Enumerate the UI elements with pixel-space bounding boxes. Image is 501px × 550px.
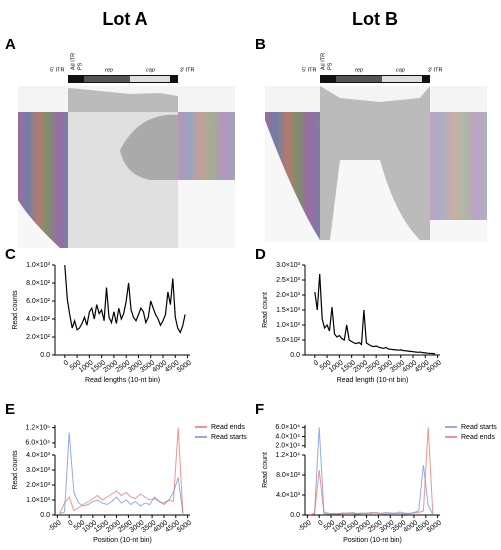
y-tick-label: 5.0×10²: [276, 337, 301, 344]
y-tick-label: 4.0×10³: [276, 492, 301, 499]
pileup-b: 5' ITR Ad ITR PS rep cap 3' ITR: [265, 53, 487, 242]
y-tick-label: 6.0×10²: [26, 298, 51, 305]
y-tick-label: 1.0×10³: [26, 497, 51, 504]
y-tick-label: 8.0×10³: [276, 472, 301, 479]
reads: [320, 112, 430, 240]
x-axis-label: Read lengths (10-nt bin): [85, 377, 160, 384]
map-label: cap: [396, 67, 405, 73]
read-stripes: [178, 112, 235, 180]
y-tick-label: 4.0×10⁴: [275, 433, 300, 440]
map-label: 5' ITR: [302, 67, 317, 73]
y-tick-label: 3.0×10³: [26, 467, 51, 474]
coverage: [320, 86, 430, 112]
y-tick-label: 6.0×10⁴: [275, 424, 300, 431]
map-label: 3' ITR: [428, 67, 443, 73]
map-label: rep: [355, 67, 363, 73]
charts: 0.0 2.0×10² 4.0×10² 6.0×10² 8.0×10² 1.0×10³ 0 5…: [12, 262, 497, 544]
y-tick-label: 2.5×10³: [276, 277, 301, 284]
y-axis-label: Read counts: [12, 290, 19, 330]
lot-title: Lot B: [352, 9, 398, 29]
x-tick-label: 5000: [176, 359, 193, 374]
x-tick-label: -500: [297, 519, 313, 533]
panel-label: F: [255, 401, 264, 418]
data-line: [314, 273, 436, 355]
x-tick-label: 0: [63, 359, 70, 367]
y-axis-label: Read count: [262, 452, 269, 488]
data-line: [59, 427, 184, 514]
data-line: [309, 427, 434, 516]
x-axis-label: Position (10-nt bin): [343, 537, 402, 544]
y-tick-label: 2.0×10³: [276, 292, 301, 299]
y-tick-label: 0.0: [40, 352, 50, 359]
panel-label: B: [255, 36, 266, 53]
y-tick-label: 0.0: [290, 352, 300, 359]
data-line: [59, 432, 184, 514]
x-axis-label: Position (10-nt bin): [93, 537, 152, 544]
y-tick-label: 8.0×10²: [26, 280, 51, 287]
y-tick-label: 1.2×10⁴: [275, 452, 300, 459]
y-tick-label: 1.0×10³: [276, 322, 301, 329]
x-tick-label: 0: [67, 519, 74, 527]
y-tick-label: 1.5×10³: [276, 307, 301, 314]
cap-box: [130, 76, 170, 82]
y-axis-label: Read counts: [12, 450, 19, 490]
panel-label: C: [5, 246, 16, 263]
y-tick-label: 4.0×10³: [26, 452, 51, 459]
x-tick-label: -500: [47, 519, 63, 533]
y-axis-label: Read count: [262, 292, 269, 328]
data-line: [64, 264, 186, 334]
map-label: PS: [77, 62, 83, 70]
map-label: cap: [146, 67, 155, 73]
x-tick-label: 5000: [426, 359, 443, 374]
panel-label: A: [5, 36, 16, 53]
reads: [120, 114, 178, 180]
coverage: [68, 88, 178, 112]
data-line: [309, 427, 434, 516]
map-label: 3' ITR: [180, 67, 195, 73]
map-label: 5' ITR: [50, 67, 65, 73]
y-tick-label: 1.0×10³: [26, 262, 51, 269]
legend-label: Read ends: [211, 424, 245, 431]
y-tick-label: 2.0×10³: [26, 482, 51, 489]
cap-box: [382, 76, 422, 82]
map-label: Ad ITR: [320, 53, 326, 70]
y-tick-label: 1.2×10⁵: [25, 424, 50, 431]
legend-label: Read ends: [461, 434, 495, 441]
read-stripes: [430, 112, 487, 220]
y-tick-label: 4.0×10²: [26, 316, 51, 323]
rep-box: [336, 76, 382, 82]
map-label: Ad ITR: [70, 53, 76, 70]
legend-label: Read starts: [211, 434, 247, 441]
panel-label: E: [5, 401, 15, 418]
x-axis-label: Read length (10-nt bin): [337, 377, 409, 384]
legend-label: Read starts: [461, 424, 497, 431]
y-tick-label: 6.0×10⁴: [25, 440, 50, 447]
y-tick-label: 3.0×10³: [276, 262, 301, 269]
pileup-a: 5' ITR Ad ITR PS rep cap 3' ITR: [18, 53, 235, 248]
map-label: PS: [327, 62, 333, 70]
lot-title: Lot A: [102, 9, 147, 29]
read-stripes: [18, 112, 68, 248]
read-stripes: [265, 112, 320, 240]
map-label: rep: [105, 67, 113, 73]
y-tick-label: 0.0: [290, 512, 300, 519]
y-tick-label: 2.0×10⁴: [275, 443, 300, 450]
y-tick-label: 2.0×10²: [26, 334, 51, 341]
x-tick-label: 5000: [426, 519, 443, 534]
x-tick-label: 0: [317, 519, 324, 527]
panel-label: D: [255, 246, 266, 263]
x-tick-label: 0: [313, 359, 320, 367]
y-tick-label: 0.0: [40, 512, 50, 519]
rep-box: [84, 76, 130, 82]
x-tick-label: 5000: [176, 519, 193, 534]
